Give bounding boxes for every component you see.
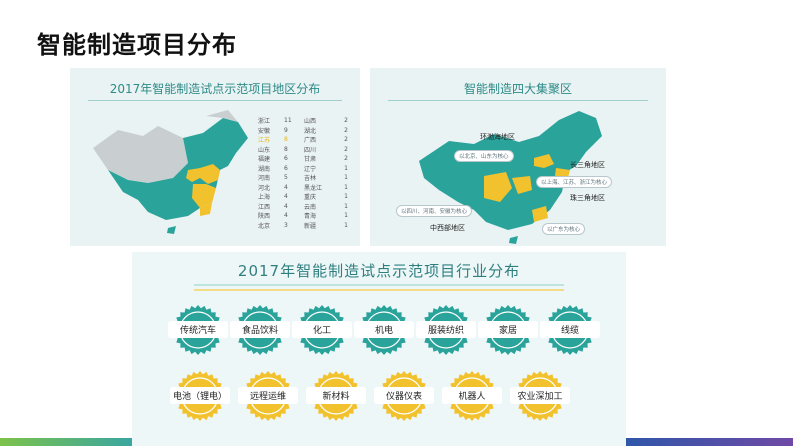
industry-label: 服装纺织 bbox=[416, 321, 476, 338]
note-bohai: 以北京、山东为核心 bbox=[454, 150, 514, 162]
industry-label: 仪器仪表 bbox=[374, 387, 434, 404]
note-pearl: 以广东为核心 bbox=[542, 223, 586, 235]
industry-label: 家居 bbox=[478, 321, 538, 338]
province-count-table: 浙江 11 山西 2 安徽 9 湖北 2 江苏 8 广西 2 山东 8 四川 2 福建 6 甘肃 2 湖南 6 辽… bbox=[258, 116, 354, 230]
industry-seal: 新材料 bbox=[306, 370, 366, 422]
industry-seal: 家居 bbox=[478, 304, 538, 356]
industry-label: 远程运维 bbox=[238, 387, 298, 404]
table-row: 陕西 4 青海 1 bbox=[258, 212, 348, 221]
industry-distribution-title: 2017年智能制造试点示范项目行业分布 bbox=[237, 262, 521, 280]
industry-seal: 服装纺织 bbox=[416, 304, 476, 356]
industry-seal: 传统汽车 bbox=[168, 304, 228, 356]
cluster-title: 智能制造四大集聚区 bbox=[463, 82, 572, 96]
region-label-bohai: 环渤海地区 bbox=[480, 133, 515, 141]
industry-label: 电池（锂电） bbox=[170, 387, 230, 404]
industry-seal: 远程运维 bbox=[238, 370, 298, 422]
industry-label: 传统汽车 bbox=[168, 321, 228, 338]
table-row: 福建 6 甘肃 2 bbox=[258, 155, 348, 164]
table-row: 江西 4 云南 1 bbox=[258, 202, 348, 211]
industry-seal: 化工 bbox=[292, 304, 352, 356]
title-divider bbox=[88, 100, 342, 101]
table-row: 浙江 11 山西 2 bbox=[258, 117, 348, 126]
table-row: 湖南 6 辽宁 1 bbox=[258, 164, 348, 173]
title-divider bbox=[388, 100, 648, 101]
industry-label: 机电 bbox=[354, 321, 414, 338]
industry-label: 线缆 bbox=[540, 321, 600, 338]
table-row: 河北 4 黑龙江 1 bbox=[258, 183, 348, 192]
note-yangtze: 以上海、江苏、浙江为核心 bbox=[536, 176, 613, 188]
title-divider bbox=[194, 289, 564, 291]
industry-seal: 机电 bbox=[354, 304, 414, 356]
bottom-accent-bar-left bbox=[0, 438, 132, 446]
region-distribution-title: 2017年智能制造试点示范项目地区分布 bbox=[109, 82, 321, 96]
note-central: 以四川、河南、安徽为核心 bbox=[396, 205, 473, 217]
region-label-pearl: 珠三角地区 bbox=[570, 194, 605, 202]
table-row: 北京 3 新疆 1 bbox=[258, 221, 348, 230]
table-row: 山东 8 四川 2 bbox=[258, 145, 348, 154]
bottom-accent-bar-right bbox=[626, 438, 793, 446]
industry-seal: 仪器仪表 bbox=[374, 370, 434, 422]
china-map-left bbox=[93, 110, 248, 234]
table-row: 江苏 8 广西 2 bbox=[258, 136, 348, 145]
table-row: 安徽 9 湖北 2 bbox=[258, 126, 348, 135]
slide-title: 智能制造项目分布 bbox=[37, 31, 237, 59]
table-row: 上海 4 重庆 1 bbox=[258, 193, 348, 202]
industry-label: 食品饮料 bbox=[230, 321, 290, 338]
industry-label: 农业深加工 bbox=[510, 387, 570, 404]
industry-seal: 农业深加工 bbox=[510, 370, 570, 422]
industry-distribution-panel: 2017年智能制造试点示范项目行业分布 传统汽车 食品饮料 化工 机电 服装纺织 家居 线缆… bbox=[132, 252, 626, 446]
title-divider bbox=[194, 284, 564, 286]
industry-seal: 食品饮料 bbox=[230, 304, 290, 356]
industry-seal: 线缆 bbox=[540, 304, 600, 356]
cluster-panel: 智能制造四大集聚区 环渤海地区 以北京、山东为核心 长三角地区 以上海、江苏、浙… bbox=[370, 68, 666, 246]
region-distribution-panel: 2017年智能制造试点示范项目地区分布 浙江 11 山西 2 安徽 9 湖北 2 江苏 8 广西… bbox=[70, 68, 360, 246]
industry-seal: 机器人 bbox=[442, 370, 502, 422]
table-row: 河南 5 吉林 1 bbox=[258, 174, 348, 183]
region-label-central: 中西部地区 bbox=[430, 224, 465, 232]
industry-seal: 电池（锂电） bbox=[170, 370, 230, 422]
industry-label: 新材料 bbox=[306, 387, 366, 404]
industry-label: 机器人 bbox=[442, 387, 502, 404]
region-label-yangtze: 长三角地区 bbox=[570, 161, 605, 169]
industry-label: 化工 bbox=[292, 321, 352, 338]
